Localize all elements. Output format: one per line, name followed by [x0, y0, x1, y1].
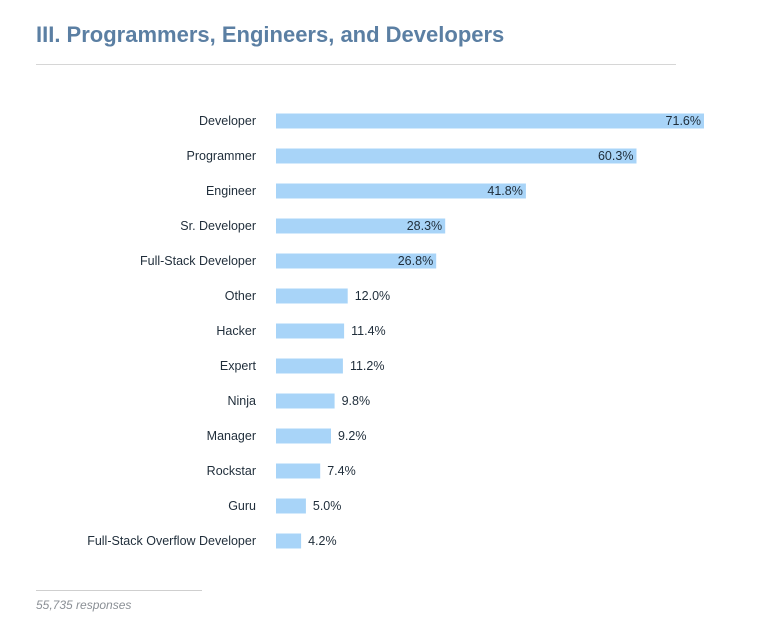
category-label: Rockstar: [207, 464, 256, 478]
category-label: Expert: [220, 359, 257, 373]
bar: [276, 358, 343, 374]
bar: [276, 498, 306, 514]
value-label: 4.2%: [308, 534, 337, 548]
footer-divider: [36, 590, 202, 591]
bar: [276, 463, 321, 479]
bar: [276, 183, 526, 199]
bar: [276, 253, 437, 269]
category-label: Manager: [207, 429, 256, 443]
value-label: 5.0%: [313, 499, 342, 513]
bar: [276, 323, 345, 339]
bar: [276, 218, 446, 234]
value-label: 9.2%: [338, 429, 367, 443]
bar: [276, 113, 704, 129]
value-label: 12.0%: [355, 289, 390, 303]
chart-title: III. Programmers, Engineers, and Develop…: [36, 22, 505, 47]
category-label: Sr. Developer: [180, 219, 256, 233]
value-label: 9.8%: [342, 394, 371, 408]
bar: [276, 393, 335, 409]
category-label: Other: [225, 289, 256, 303]
category-label: Full-Stack Overflow Developer: [87, 534, 256, 548]
value-label: 7.4%: [327, 464, 356, 478]
bar: [276, 533, 302, 549]
category-label: Full-Stack Developer: [140, 254, 256, 268]
bar: [276, 428, 331, 444]
value-label: 26.8%: [398, 254, 433, 268]
value-label: 41.8%: [487, 184, 522, 198]
response-count: 55,735 responses: [36, 598, 132, 612]
bar: [276, 148, 637, 164]
category-label: Developer: [199, 114, 256, 128]
value-label: 71.6%: [666, 114, 701, 128]
title-divider: [36, 64, 676, 65]
value-label: 28.3%: [407, 219, 442, 233]
category-label: Programmer: [187, 149, 256, 163]
value-label: 60.3%: [598, 149, 633, 163]
category-label: Ninja: [228, 394, 257, 408]
category-label: Hacker: [216, 324, 256, 338]
bar: [276, 288, 348, 304]
value-label: 11.4%: [351, 324, 386, 338]
value-label: 11.2%: [350, 359, 385, 373]
category-label: Guru: [228, 499, 256, 513]
category-label: Engineer: [206, 184, 256, 198]
